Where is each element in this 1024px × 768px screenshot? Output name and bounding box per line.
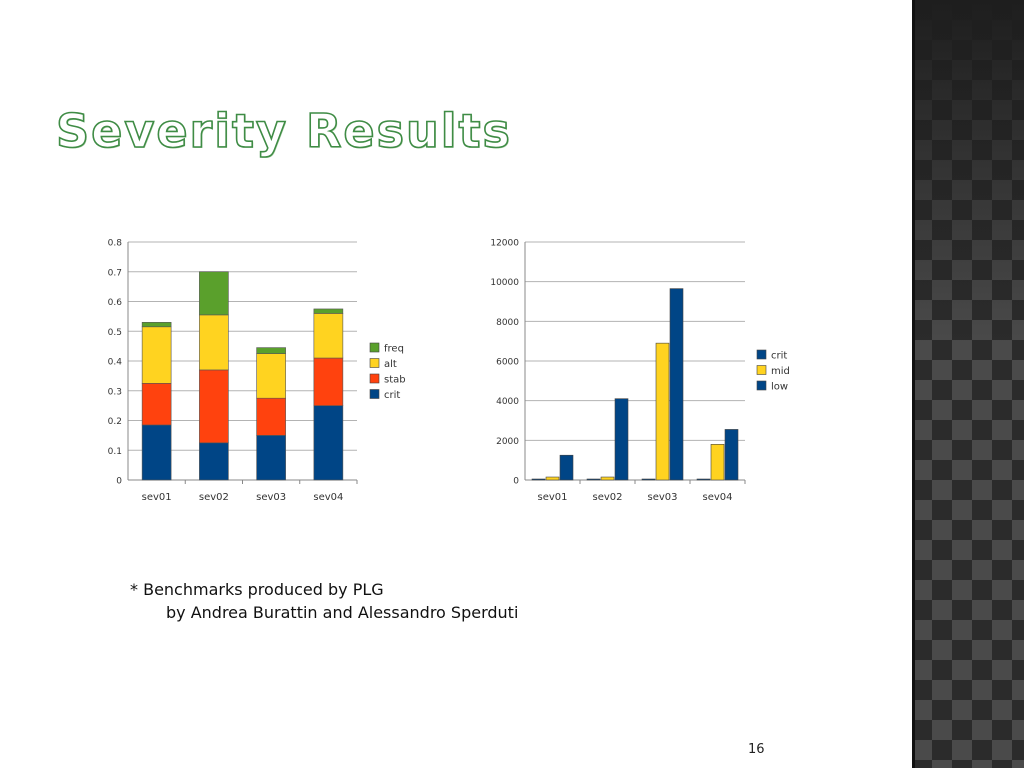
slide-title: Severity Results (55, 103, 512, 159)
legend-label-mid: mid (771, 366, 790, 377)
bar-crit-sev04 (313, 405, 344, 481)
y-tick-label: 0 (513, 477, 519, 487)
bar-crit-sev04 (696, 478, 711, 481)
stacked-severity-chart: 0 0.1 0.2 0.3 0.4 0.5 0.6 0.7 0.8 sev01 sev02 sev03… (90, 232, 430, 516)
bar-mid-sev01 (545, 476, 560, 481)
bar-alt-sev03 (256, 353, 286, 399)
side-panel-edge (912, 0, 915, 768)
bar-crit-sev02 (586, 478, 601, 481)
legend-swatch-alt (369, 358, 380, 368)
legend-label-crit: crit (384, 390, 400, 401)
bar-stab-sev04 (313, 357, 344, 406)
bar-low-sev02 (614, 398, 629, 481)
y-tick-label: 0 (116, 477, 122, 487)
bar-mid-sev02 (600, 476, 615, 481)
slide-number: 16 (748, 742, 765, 757)
bar-low-sev03 (669, 288, 684, 481)
decorative-side-panel (912, 0, 1024, 768)
x-tick-label: sev01 (537, 492, 567, 503)
legend-swatch-crit (369, 389, 380, 399)
bar-crit-sev01 (141, 424, 172, 481)
x-tick-label: sev02 (199, 492, 229, 503)
y-tick-label: 0.4 (108, 358, 123, 368)
bar-stab-sev03 (256, 397, 286, 436)
legend-swatch-crit (756, 349, 767, 360)
bar-crit-sev02 (199, 442, 229, 481)
x-tick-label: sev02 (592, 492, 622, 503)
legend-swatch-mid (756, 365, 767, 375)
x-tick-label: sev03 (647, 492, 677, 503)
legend-label-low: low (771, 382, 788, 393)
grouped-severity-chart: 0 2000 4000 6000 8000 10000 12000 sev01 sev02 sev… (470, 232, 800, 516)
y-tick-label: 0.8 (108, 239, 123, 249)
y-tick-label: 4000 (496, 397, 519, 407)
y-tick-label: 0.6 (108, 298, 123, 308)
legend-label-stab: stab (384, 375, 406, 386)
stacked-chart-svg: 0 0.1 0.2 0.3 0.4 0.5 0.6 0.7 0.8 sev01 sev02 sev03… (108, 239, 406, 504)
y-tick-label: 0.3 (108, 387, 122, 397)
x-tick-label: sev04 (702, 492, 732, 503)
bar-crit-sev03 (256, 435, 286, 481)
legend-label-crit: crit (771, 351, 787, 362)
legend-label-alt: alt (384, 359, 397, 370)
x-tick-label: sev03 (256, 492, 286, 503)
bar-freq-sev04 (313, 308, 344, 314)
bar-crit-sev01 (531, 478, 546, 481)
bar-low-sev04 (724, 429, 739, 481)
footnote: * Benchmarks produced by PLG by Andrea B… (130, 578, 518, 624)
legend-label-freq: freq (384, 344, 404, 355)
legend-swatch-stab (369, 373, 380, 384)
footnote-line-1: * Benchmarks produced by PLG (130, 580, 384, 599)
bar-freq-sev01 (141, 322, 172, 328)
bar-stab-sev01 (141, 383, 172, 426)
x-tick-label: sev04 (313, 492, 343, 503)
y-tick-label: 2000 (496, 437, 519, 447)
y-tick-label: 0.5 (108, 328, 122, 338)
legend-swatch-low (756, 380, 767, 391)
bar-crit-sev03 (641, 478, 656, 481)
bar-alt-sev02 (199, 314, 229, 371)
grouped-chart-svg: 0 2000 4000 6000 8000 10000 12000 sev01 sev02 sev… (490, 239, 790, 504)
bar-stab-sev02 (199, 369, 229, 444)
y-tick-label: 0.2 (108, 417, 122, 427)
y-tick-label: 0.7 (108, 268, 122, 278)
x-tick-label: sev01 (142, 492, 172, 503)
footnote-line-2: by Andrea Burattin and Alessandro Sperdu… (166, 603, 519, 622)
y-tick-label: 8000 (496, 318, 519, 328)
legend-swatch-freq (369, 342, 380, 353)
y-tick-label: 12000 (490, 239, 519, 249)
y-tick-label: 6000 (496, 358, 519, 368)
bar-alt-sev01 (141, 326, 172, 384)
bar-freq-sev02 (199, 271, 229, 316)
bar-mid-sev03 (655, 342, 670, 481)
y-tick-label: 0.1 (108, 447, 122, 457)
bar-freq-sev03 (256, 347, 286, 354)
y-tick-label: 10000 (490, 278, 519, 288)
bar-mid-sev04 (710, 444, 725, 481)
bar-alt-sev04 (313, 313, 344, 359)
bar-low-sev01 (559, 454, 574, 481)
